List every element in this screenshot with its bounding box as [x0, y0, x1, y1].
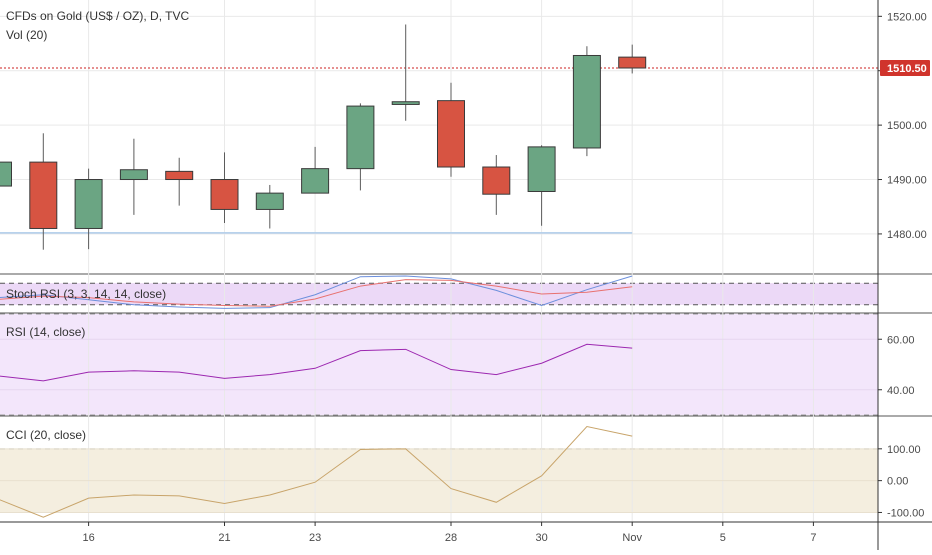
rsi-axis-label: 60.00 [887, 334, 915, 346]
last-price-badge [880, 60, 930, 76]
rsi-axis-label: 40.00 [887, 385, 915, 397]
candle-body [255, 192, 284, 210]
price-axis-label: 1480.00 [887, 229, 927, 241]
candle-body [482, 166, 511, 195]
candle-body [572, 54, 601, 149]
price-axis-label: 1520.00 [887, 11, 927, 23]
candle-body [119, 169, 148, 181]
time-axis-label: 16 [82, 532, 94, 544]
cci-label: CCI (20, close) [6, 428, 87, 442]
cci-axis-label: 0.00 [887, 476, 908, 488]
symbol-title: CFDs on Gold (US$ / OZ), D, TVC [6, 9, 190, 23]
time-axis-label: 7 [810, 532, 816, 544]
candle-body [210, 179, 239, 210]
volume-legend: Vol (20) [6, 28, 48, 42]
candle-body [0, 161, 12, 187]
rsi-label: RSI (14, close) [6, 325, 86, 339]
price-axis-label: 1500.00 [887, 120, 927, 132]
cci-axis-label: 100.00 [887, 444, 921, 456]
rsi-line [0, 343, 633, 382]
candle-body [618, 56, 647, 69]
time-axis-label: 21 [218, 532, 230, 544]
stoch-band-fill [0, 283, 878, 305]
time-axis-label: 30 [535, 532, 547, 544]
candle-body [527, 146, 556, 192]
time-axis-label: Nov [622, 532, 642, 544]
last-price-value: 1510.50 [887, 63, 927, 75]
time-axis-label: 5 [720, 532, 726, 544]
stoch-k-line [0, 275, 633, 309]
cci-line [0, 425, 633, 518]
candle-body [301, 168, 330, 194]
candle-body [165, 170, 194, 181]
candle-body [437, 100, 465, 168]
price-axis-label: 1490.00 [887, 175, 927, 187]
candle-body [391, 101, 420, 105]
cci-axis-label: -100.00 [887, 507, 924, 519]
time-axis-label: 28 [445, 532, 457, 544]
candle-body [346, 105, 375, 170]
time-axis-label: 23 [309, 532, 321, 544]
stoch-rsi-label: Stoch RSI (3, 3, 14, 14, close) [6, 287, 167, 301]
stoch-d-line [0, 279, 633, 307]
candle-body [29, 161, 58, 229]
candle-body [74, 179, 103, 229]
